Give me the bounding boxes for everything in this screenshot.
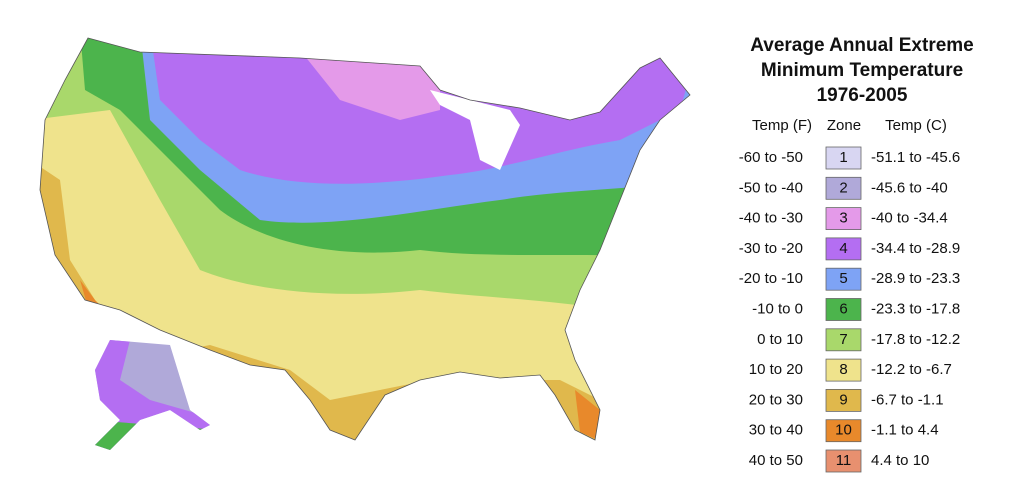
zone-number: 3	[839, 210, 847, 227]
temp-c: -51.1 to -45.6	[871, 149, 960, 166]
zone-swatch	[825, 237, 862, 261]
temp-c: -1.1 to 4.4	[871, 422, 939, 439]
us-outline	[39, 37, 691, 441]
zone-area	[575, 390, 600, 440]
zone-number: 4	[839, 240, 847, 257]
temp-f: 30 to 40	[749, 422, 803, 439]
zone-number: 8	[839, 361, 847, 378]
zone-swatch	[825, 388, 862, 412]
temp-c: -12.2 to -6.7	[871, 361, 952, 378]
temp-f: 20 to 30	[749, 391, 803, 408]
zone-swatch	[825, 358, 862, 382]
great-lakes	[430, 90, 520, 170]
zone-number: 6	[839, 300, 847, 317]
temp-c: -45.6 to -40	[871, 179, 948, 196]
temp-f: -40 to -30	[739, 210, 803, 227]
column-header: Temp (F)	[752, 117, 812, 134]
zone-number: 5	[839, 270, 847, 287]
temp-c: -17.8 to -12.2	[871, 331, 960, 348]
zone-number: 9	[839, 391, 847, 408]
zone-swatch	[825, 176, 862, 200]
zone-area	[300, 50, 440, 120]
temp-f: 10 to 20	[749, 361, 803, 378]
column-header: Temp (C)	[885, 117, 947, 134]
zone-swatch	[825, 267, 862, 291]
temp-f: -60 to -50	[739, 149, 803, 166]
zone-swatch	[825, 298, 862, 321]
temp-c: -34.4 to -28.9	[871, 240, 960, 257]
temp-f: 40 to 50	[749, 452, 803, 469]
temp-c: -6.7 to -1.1	[871, 391, 944, 408]
zone-number: 7	[839, 331, 847, 348]
zone-swatch	[825, 419, 862, 443]
temp-c: 4.4 to 10	[871, 452, 929, 469]
zone-number: 2	[839, 179, 847, 196]
temp-f: -50 to -40	[739, 179, 803, 196]
temp-c: -23.3 to -17.8	[871, 300, 960, 317]
zone-number: 11	[836, 452, 852, 469]
zone-swatch	[825, 449, 862, 473]
legend: Average Annual Extreme Minimum Temperatu…	[739, 35, 974, 473]
legend-title: Average Annual Extreme	[750, 35, 974, 56]
zone-swatch	[825, 207, 862, 231]
legend-title: Minimum Temperature	[761, 60, 963, 81]
column-header: Zone	[827, 117, 861, 134]
temp-f: -20 to -10	[739, 270, 803, 287]
temp-f: -30 to -20	[739, 240, 803, 257]
legend-title: 1976-2005	[817, 85, 908, 106]
temp-f: -10 to 0	[752, 300, 803, 317]
zone-number: 1	[839, 149, 847, 166]
zone-number: 10	[835, 422, 852, 439]
temp-f: 0 to 10	[757, 331, 803, 348]
temp-c: -40 to -34.4	[871, 210, 948, 227]
zone-swatch	[825, 146, 862, 170]
alaska-map	[95, 340, 210, 450]
zone-swatch	[825, 328, 862, 352]
temp-c: -28.9 to -23.3	[871, 270, 960, 287]
